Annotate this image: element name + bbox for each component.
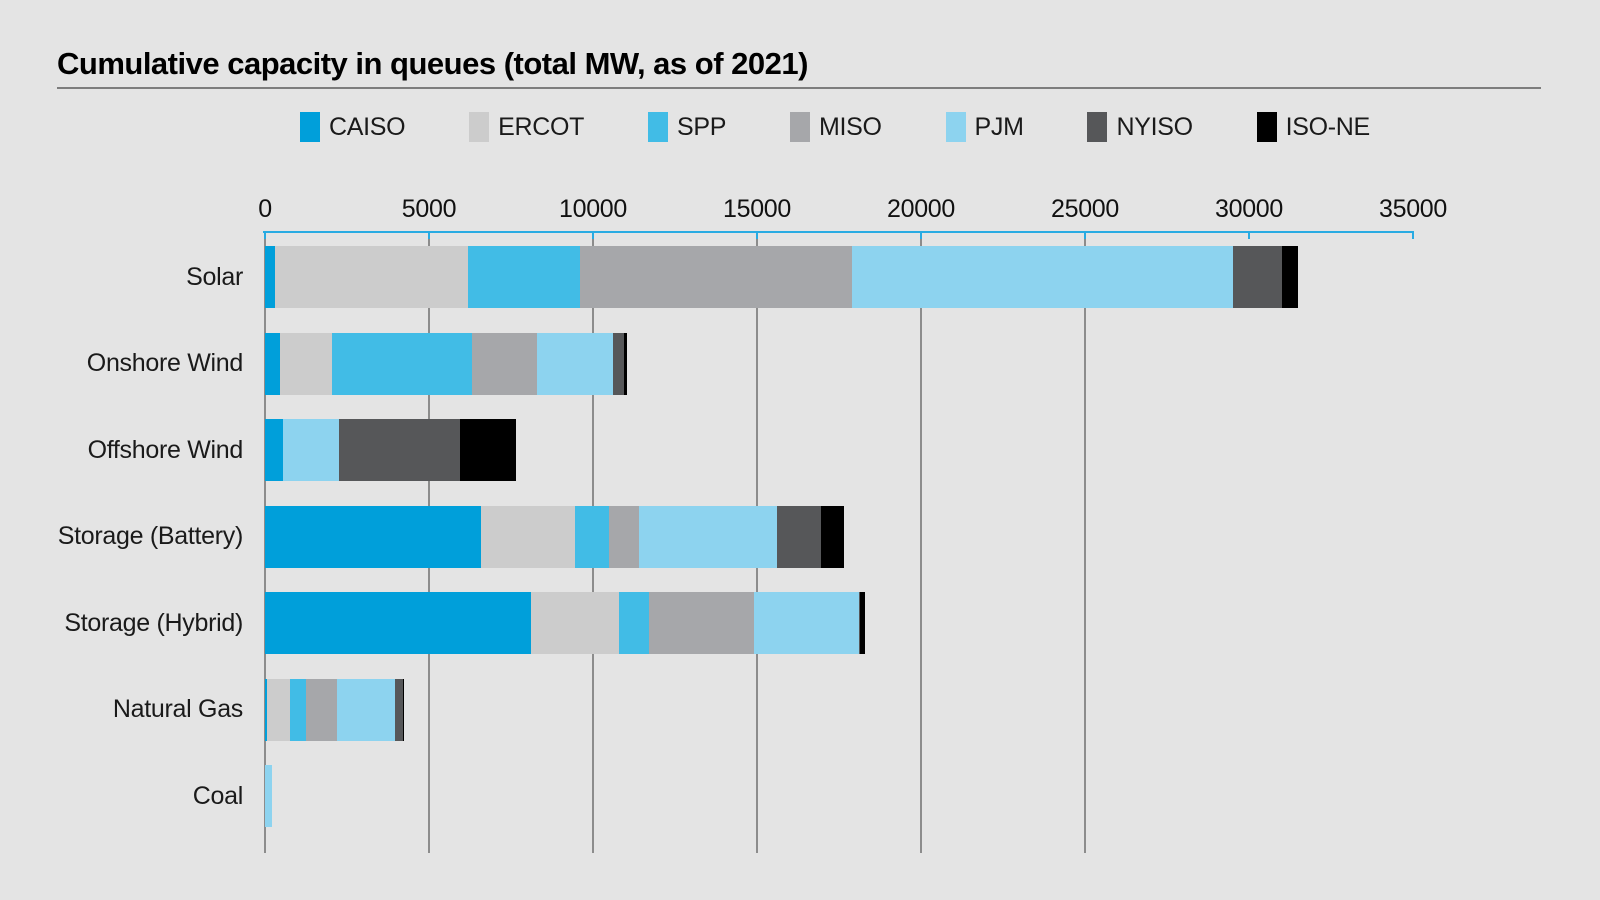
x-tick-label-30000: 30000 xyxy=(1214,195,1284,223)
bar-segment-miso xyxy=(305,678,338,741)
x-tick-label-20000: 20000 xyxy=(886,195,956,223)
bar-segment-ercot xyxy=(481,505,575,568)
legend-swatch-pjm xyxy=(945,112,966,142)
bar-segment-caiso xyxy=(265,419,284,481)
row-label-solar: Solar xyxy=(186,262,243,291)
bar-segment-ercot xyxy=(274,246,469,308)
bar-segment-pjm xyxy=(852,246,1233,308)
bar-segment-caiso xyxy=(265,678,267,741)
legend-swatch-nyiso xyxy=(1087,112,1108,142)
x-tick-label-25000: 25000 xyxy=(1050,195,1120,223)
bar-segment-spp xyxy=(289,678,306,741)
legend-item-caiso: CAISO xyxy=(300,112,406,142)
row-label-onshore-wind: Onshore Wind xyxy=(86,349,244,377)
gridline-20000 xyxy=(920,231,922,853)
row-label-offshore-wind: Offshore Wind xyxy=(87,435,244,464)
bar-segment-ercot xyxy=(266,678,290,741)
bar-segment-nyiso xyxy=(338,419,461,481)
x-tick-label-15000: 15000 xyxy=(722,195,792,223)
bar-segment-caiso xyxy=(265,592,531,654)
legend-item-pjm: PJM xyxy=(945,112,1024,142)
legend-swatch-caiso xyxy=(300,112,320,142)
bar-segment-pjm xyxy=(283,419,339,481)
legend-swatch-spp xyxy=(648,112,668,142)
bar-segment-spp xyxy=(468,246,580,308)
legend: CAISO ERCOT SPP MISO PJM NYISO ISO-NE xyxy=(300,112,1370,142)
x-tick-0 xyxy=(264,231,266,239)
x-tick-35000 xyxy=(1412,231,1414,239)
legend-label: MISO xyxy=(818,112,882,141)
legend-label: CAISO xyxy=(329,112,406,141)
x-tick-label-5000: 5000 xyxy=(401,195,457,223)
row-label-storage-battery: Storage (Battery) xyxy=(57,522,244,550)
row-label-coal: Coal xyxy=(192,781,244,810)
legend-label: PJM xyxy=(974,112,1024,141)
title-rule xyxy=(57,87,1541,89)
legend-item-iso-ne: ISO-NE xyxy=(1256,112,1371,142)
legend-item-nyiso: NYISO xyxy=(1087,112,1193,142)
bar-segment-spp xyxy=(332,332,472,395)
x-tick-label-0: 0 xyxy=(258,195,272,223)
x-tick-5000 xyxy=(428,231,430,239)
row-label-natural-gas: Natural Gas xyxy=(112,695,243,723)
bar-segment-caiso xyxy=(265,246,275,308)
x-tick-25000 xyxy=(1084,231,1086,239)
bar-segment-iso-ne xyxy=(860,592,866,654)
bar-segment-nyiso xyxy=(612,332,625,395)
bar-storage-battery xyxy=(265,505,1413,568)
bar-segment-miso xyxy=(609,505,639,568)
x-axis-line xyxy=(263,231,1414,233)
bar-segment-pjm xyxy=(337,678,395,741)
bar-onshore-wind xyxy=(265,332,1413,395)
bar-segment-pjm xyxy=(265,765,272,827)
bar-segment-pjm xyxy=(638,505,777,568)
legend-label: SPP xyxy=(677,112,727,141)
bar-segment-miso xyxy=(579,246,853,308)
bar-storage-hybrid xyxy=(265,592,1413,654)
bar-segment-iso-ne xyxy=(402,678,405,741)
bar-segment-ercot xyxy=(530,592,620,654)
bar-offshore-wind xyxy=(265,419,1413,481)
bar-natural-gas xyxy=(265,678,1413,741)
bar-segment-nyiso xyxy=(1232,246,1282,308)
bar-coal xyxy=(265,765,1413,827)
legend-item-ercot: ERCOT xyxy=(469,112,584,142)
bar-segment-spp xyxy=(619,592,649,654)
bar-segment-caiso xyxy=(265,332,280,395)
row-label-storage-hybrid: Storage (Hybrid) xyxy=(64,608,243,637)
x-tick-20000 xyxy=(920,231,922,239)
x-tick-label-35000: 35000 xyxy=(1378,195,1448,223)
legend-item-miso: MISO xyxy=(789,112,882,142)
legend-swatch-ercot xyxy=(469,112,490,142)
bar-segment-nyiso xyxy=(394,678,403,741)
bar-segment-miso xyxy=(648,592,754,654)
legend-label: ERCOT xyxy=(498,112,585,141)
legend-item-spp: SPP xyxy=(648,112,726,142)
bar-segment-nyiso xyxy=(776,505,821,568)
bar-segment-iso-ne xyxy=(820,505,844,568)
x-tick-30000 xyxy=(1248,231,1250,239)
x-tick-label-10000: 10000 xyxy=(558,195,628,223)
bar-segment-ercot xyxy=(279,332,333,395)
bar-solar xyxy=(265,246,1413,308)
page-title: Cumulative capacity in queues (total MW,… xyxy=(57,46,808,81)
bar-segment-spp xyxy=(574,505,610,568)
bar-segment-iso-ne xyxy=(1281,246,1299,308)
bar-segment-miso xyxy=(471,332,538,395)
gridline-25000 xyxy=(1084,231,1086,853)
legend-label: NYISO xyxy=(1116,112,1193,141)
bar-segment-pjm xyxy=(537,332,613,395)
bar-segment-pjm xyxy=(753,592,859,654)
legend-swatch-miso xyxy=(789,112,810,142)
legend-swatch-iso-ne xyxy=(1256,112,1277,142)
x-tick-15000 xyxy=(756,231,758,239)
bar-segment-nyiso xyxy=(858,592,861,654)
x-tick-10000 xyxy=(592,231,594,239)
bar-segment-iso-ne xyxy=(460,419,516,481)
bar-segment-iso-ne xyxy=(624,332,628,395)
bar-segment-caiso xyxy=(265,505,482,568)
legend-label: ISO-NE xyxy=(1285,112,1371,141)
